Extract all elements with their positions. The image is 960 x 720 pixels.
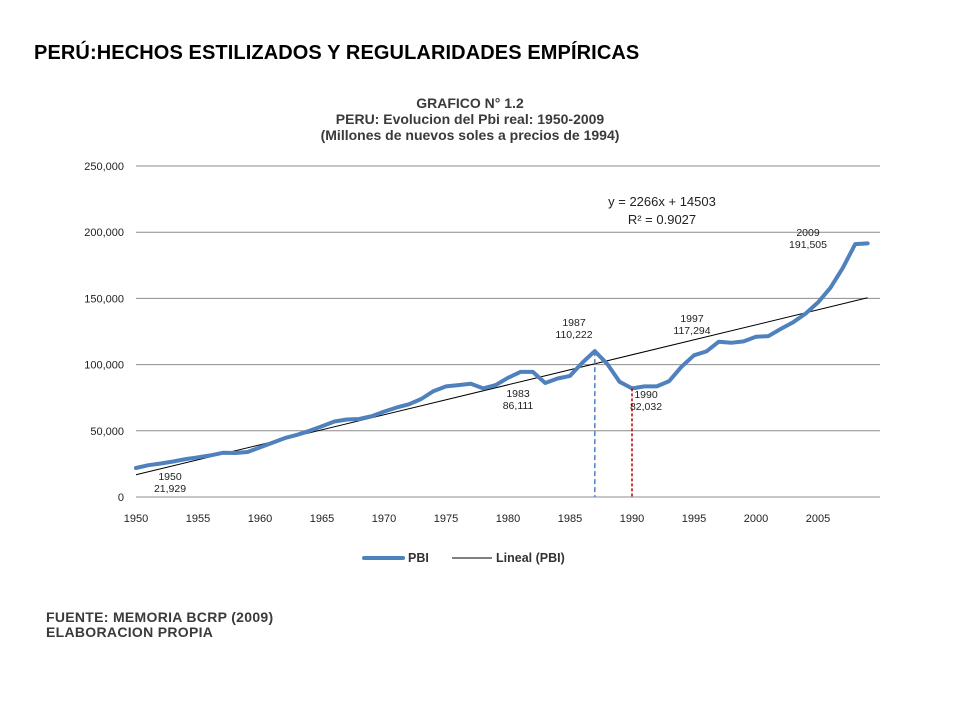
x-tick-label: 1980 bbox=[496, 513, 520, 525]
y-tick-label: 0 bbox=[118, 492, 124, 504]
chart-title-line: (Millones de nuevos soles a precios de 1… bbox=[321, 127, 620, 143]
y-tick-label: 50,000 bbox=[90, 426, 124, 438]
x-tick-label: 1955 bbox=[186, 513, 210, 525]
y-tick-label: 250,000 bbox=[84, 161, 124, 173]
x-tick-label: 1975 bbox=[434, 513, 458, 525]
x-tick-label: 2000 bbox=[744, 513, 768, 525]
x-tick-label: 1985 bbox=[558, 513, 582, 525]
annotation-year: 1997 bbox=[680, 313, 704, 325]
annotation-value: 86,111 bbox=[503, 400, 534, 412]
pbi-series-line bbox=[134, 241, 870, 470]
legend-pbi-label: PBI bbox=[408, 551, 429, 565]
x-tick-label: 1965 bbox=[310, 513, 334, 525]
annotation-value: 110,222 bbox=[555, 329, 592, 341]
chart-title-line: PERU: Evolucion del Pbi real: 1950-2009 bbox=[336, 111, 605, 127]
trend-line bbox=[135, 297, 868, 476]
annotation-value: 191,505 bbox=[789, 239, 827, 251]
y-tick-label: 200,000 bbox=[84, 227, 124, 239]
x-tick-label: 1995 bbox=[682, 513, 706, 525]
trend-r-squared: R² = 0.9027 bbox=[628, 212, 696, 227]
elaboration-line: ELABORACION PROPIA bbox=[46, 624, 214, 640]
trend-equation: y = 2266x + 14503 bbox=[608, 194, 716, 209]
x-tick-label: 1970 bbox=[372, 513, 396, 525]
annotation-value: 117,294 bbox=[673, 325, 710, 337]
slide-title: PERÚ:HECHOS ESTILIZADOS Y REGULARIDADES … bbox=[34, 42, 640, 64]
annotation-value: 21,929 bbox=[154, 483, 186, 495]
y-tick-label: 100,000 bbox=[84, 360, 124, 372]
x-tick-label: 2005 bbox=[806, 513, 830, 525]
source-line: FUENTE: MEMORIA BCRP (2009) bbox=[46, 609, 274, 625]
annotation-value: 82,032 bbox=[630, 401, 662, 413]
annotation-year: 2009 bbox=[796, 227, 820, 239]
annotation-year: 1987 bbox=[562, 317, 586, 329]
y-tick-label: 150,000 bbox=[84, 293, 124, 305]
x-tick-label: 1950 bbox=[124, 513, 148, 525]
annotation-year: 1990 bbox=[634, 389, 658, 401]
annotation-year: 1950 bbox=[158, 471, 182, 483]
chart-title-line: GRAFICO N° 1.2 bbox=[416, 95, 524, 111]
legend-trend-label: Lineal (PBI) bbox=[496, 551, 565, 565]
x-tick-label: 1990 bbox=[620, 513, 644, 525]
source-note: FUENTE: MEMORIA BCRP (2009) ELABORACION … bbox=[46, 610, 273, 640]
x-tick-label: 1960 bbox=[248, 513, 272, 525]
annotation-year: 1983 bbox=[506, 388, 530, 400]
